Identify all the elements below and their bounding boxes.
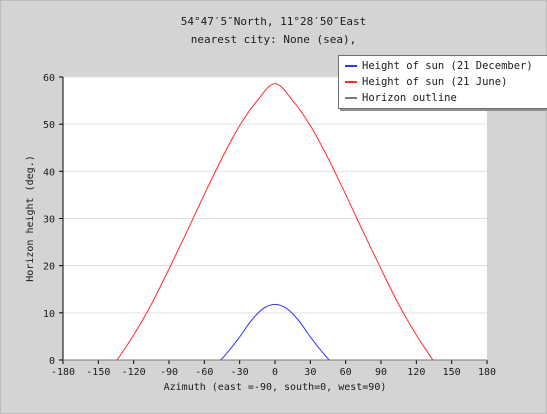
x-tick-label-180: 180 <box>478 367 496 378</box>
legend-label-winter: Height of sun (21 December) <box>362 60 533 72</box>
x-tick-label-120: 120 <box>407 367 425 378</box>
legend-label-horizon: Horizon outline <box>362 92 457 104</box>
x-tick-label--180: -180 <box>51 367 75 378</box>
legend-item-horizon: Horizon outline <box>345 91 457 105</box>
y-tick-label-10: 10 <box>43 309 55 320</box>
y-tick-label-20: 20 <box>43 262 55 273</box>
legend-item-summer: Height of sun (21 June) <box>345 75 507 89</box>
x-tick-label-30: 30 <box>304 367 316 378</box>
y-tick-label-0: 0 <box>49 356 55 367</box>
y-tick-label-40: 40 <box>43 167 55 178</box>
chart-legend: Height of sun (21 December) Height of su… <box>338 55 547 109</box>
x-axis-label: Azimuth (east =-90, south=0, west=90) <box>164 382 387 393</box>
legend-swatch-summer <box>345 81 357 83</box>
legend-swatch-winter <box>345 65 357 67</box>
x-tick-label--30: -30 <box>231 367 249 378</box>
y-tick-label-60: 60 <box>43 73 55 84</box>
x-tick-label-60: 60 <box>340 367 352 378</box>
x-tick-label-0: 0 <box>272 367 278 378</box>
x-tick-label--60: -60 <box>195 367 213 378</box>
chart-title: 54°47′5″North, 11°28′50″East <box>180 15 367 28</box>
x-tick-label-90: 90 <box>375 367 387 378</box>
legend-label-summer: Height of sun (21 June) <box>362 76 508 88</box>
y-tick-label-50: 50 <box>43 120 55 131</box>
legend-item-winter: Height of sun (21 December) <box>345 59 533 73</box>
x-tick-label--150: -150 <box>86 367 110 378</box>
summer-sun-curve <box>116 83 434 361</box>
winter-sun-curve <box>220 303 330 361</box>
legend-swatch-horizon <box>345 97 357 99</box>
x-tick-label--120: -120 <box>122 367 146 378</box>
y-axis-label: Horizon height (deg.) <box>25 155 36 281</box>
y-tick-label-30: 30 <box>43 215 55 226</box>
x-tick-label-150: 150 <box>443 367 461 378</box>
chart-subtitle: nearest city: None (sea), <box>190 33 357 46</box>
x-tick-label--90: -90 <box>160 367 178 378</box>
